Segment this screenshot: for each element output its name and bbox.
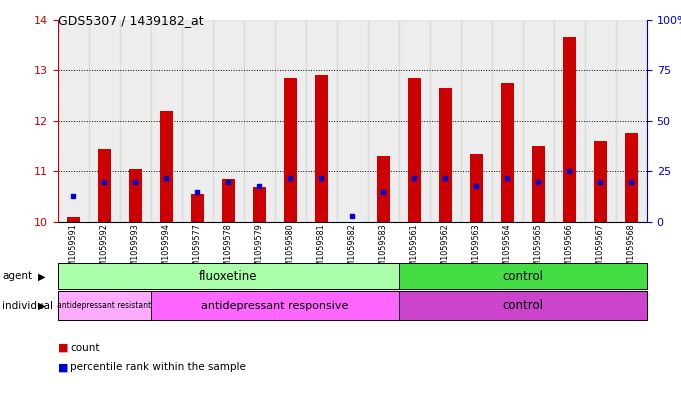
Bar [399,291,647,320]
Text: ▶: ▶ [38,301,46,311]
Bar [120,20,151,222]
Text: agent: agent [2,271,32,281]
Text: percentile rank within the sample: percentile rank within the sample [70,362,246,373]
Text: ■: ■ [58,362,68,373]
Text: GDS5307 / 1439182_at: GDS5307 / 1439182_at [58,14,204,27]
Bar [58,263,399,289]
Bar [595,141,607,222]
Bar [439,88,452,222]
Bar [275,20,306,222]
Bar [58,20,89,222]
Text: fluoxetine: fluoxetine [199,270,257,283]
Text: control: control [503,299,543,312]
Bar [461,20,492,222]
Bar [554,20,585,222]
Bar [470,154,483,222]
Bar [160,111,172,222]
Bar [306,20,337,222]
Bar [368,20,399,222]
Bar [492,20,523,222]
Text: antidepressant responsive: antidepressant responsive [201,301,349,310]
Bar [315,75,328,222]
Bar [523,20,554,222]
Bar [616,20,647,222]
Bar [337,20,368,222]
Bar [399,263,647,289]
Bar [129,169,142,222]
Bar [399,20,430,222]
Bar [67,217,80,222]
Text: control: control [503,270,543,283]
Bar [191,194,204,222]
Bar [98,149,110,222]
Bar [151,20,182,222]
Bar [501,83,513,222]
Bar [377,156,390,222]
Bar [253,187,266,222]
Bar [151,291,399,320]
Text: ▶: ▶ [38,271,46,281]
Bar [625,134,637,222]
Text: ■: ■ [58,343,68,353]
Text: count: count [70,343,99,353]
Bar [284,78,297,222]
Bar [213,20,244,222]
Bar [408,78,421,222]
Bar [89,20,120,222]
Bar [430,20,461,222]
Bar [244,20,275,222]
Bar [58,291,151,320]
Bar [533,146,545,222]
Bar [585,20,616,222]
Text: antidepressant resistant: antidepressant resistant [57,301,151,310]
Bar [182,20,213,222]
Bar [563,37,575,222]
Bar [222,179,234,222]
Text: individual: individual [2,301,53,311]
